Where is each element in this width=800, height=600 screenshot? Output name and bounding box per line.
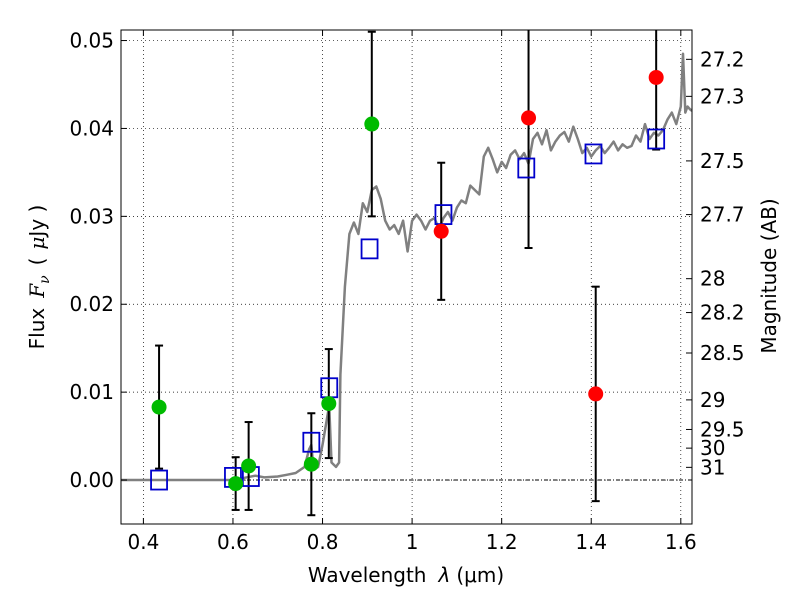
observed-flux-layer bbox=[151, 69, 664, 492]
model-band-square bbox=[517, 157, 536, 179]
model-sed-line bbox=[121, 52, 692, 482]
y-tick-label: 0.01 bbox=[69, 380, 114, 404]
model-band-square bbox=[302, 431, 321, 453]
x-tick-label: 1 bbox=[406, 530, 419, 554]
x-tick-label: 1.4 bbox=[575, 530, 607, 554]
y2-tick-label: 27.5 bbox=[700, 149, 745, 173]
y-tick-label: 0.04 bbox=[69, 116, 114, 140]
y-axis-title: FluxFν(μJy ) bbox=[25, 205, 53, 350]
y-tick-label: 0.05 bbox=[69, 29, 114, 53]
x-tick-label: 1.2 bbox=[486, 530, 518, 554]
model-band-square bbox=[647, 128, 666, 150]
observed-point bbox=[321, 396, 337, 412]
observed-point bbox=[151, 399, 167, 415]
plot-frame bbox=[120, 29, 693, 525]
model-sed-layer bbox=[121, 52, 692, 482]
y-axis: 0.00 0.01 0.02 0.03 0.04 0.05 bbox=[69, 29, 127, 492]
y2-tick-label: 29 bbox=[700, 388, 725, 412]
observed-point bbox=[241, 458, 257, 474]
y2-tick-label: 27.7 bbox=[700, 203, 745, 227]
y-tick-label: 0.03 bbox=[69, 204, 114, 228]
x-tick-label: 0.4 bbox=[127, 530, 159, 554]
y2-tick-label: 30 bbox=[700, 436, 725, 460]
x-axis-title: Wavelength λ (μm) bbox=[308, 563, 504, 587]
y2-tick-label: 28.5 bbox=[700, 341, 745, 365]
observed-point bbox=[228, 476, 244, 492]
observed-point bbox=[433, 223, 449, 239]
y2-tick-label: 27.2 bbox=[700, 47, 745, 71]
y2-axis-title: Magnitude (AB) bbox=[757, 198, 781, 353]
x-tick-label: 0.6 bbox=[217, 530, 249, 554]
model-band-square bbox=[584, 143, 603, 165]
observed-point bbox=[303, 456, 319, 472]
x-tick-label: 1.6 bbox=[665, 530, 697, 554]
y2-tick-label: 29.5 bbox=[700, 417, 745, 441]
observed-point bbox=[521, 110, 537, 126]
model-band-square bbox=[434, 204, 453, 225]
x-tick-label: 0.8 bbox=[307, 530, 339, 554]
observed-point bbox=[588, 386, 604, 402]
plot-area bbox=[121, 30, 692, 524]
y2-tick-label: 31 bbox=[700, 455, 725, 479]
y-tick-label: 0.02 bbox=[69, 292, 114, 316]
observed-point bbox=[648, 69, 664, 85]
y2-tick-label: 27.3 bbox=[700, 84, 745, 108]
x-axis: 0.4 0.6 0.8 1 1.2 1.4 1.6 bbox=[127, 30, 697, 554]
model-band-square bbox=[150, 469, 168, 491]
model-band-square bbox=[360, 238, 379, 260]
y2-tick-label: 28 bbox=[700, 267, 725, 291]
y-tick-label: 0.00 bbox=[69, 468, 114, 492]
y2-tick-label: 28.2 bbox=[700, 301, 745, 325]
model-band-flux-layer bbox=[150, 128, 666, 491]
observed-point bbox=[364, 116, 380, 132]
